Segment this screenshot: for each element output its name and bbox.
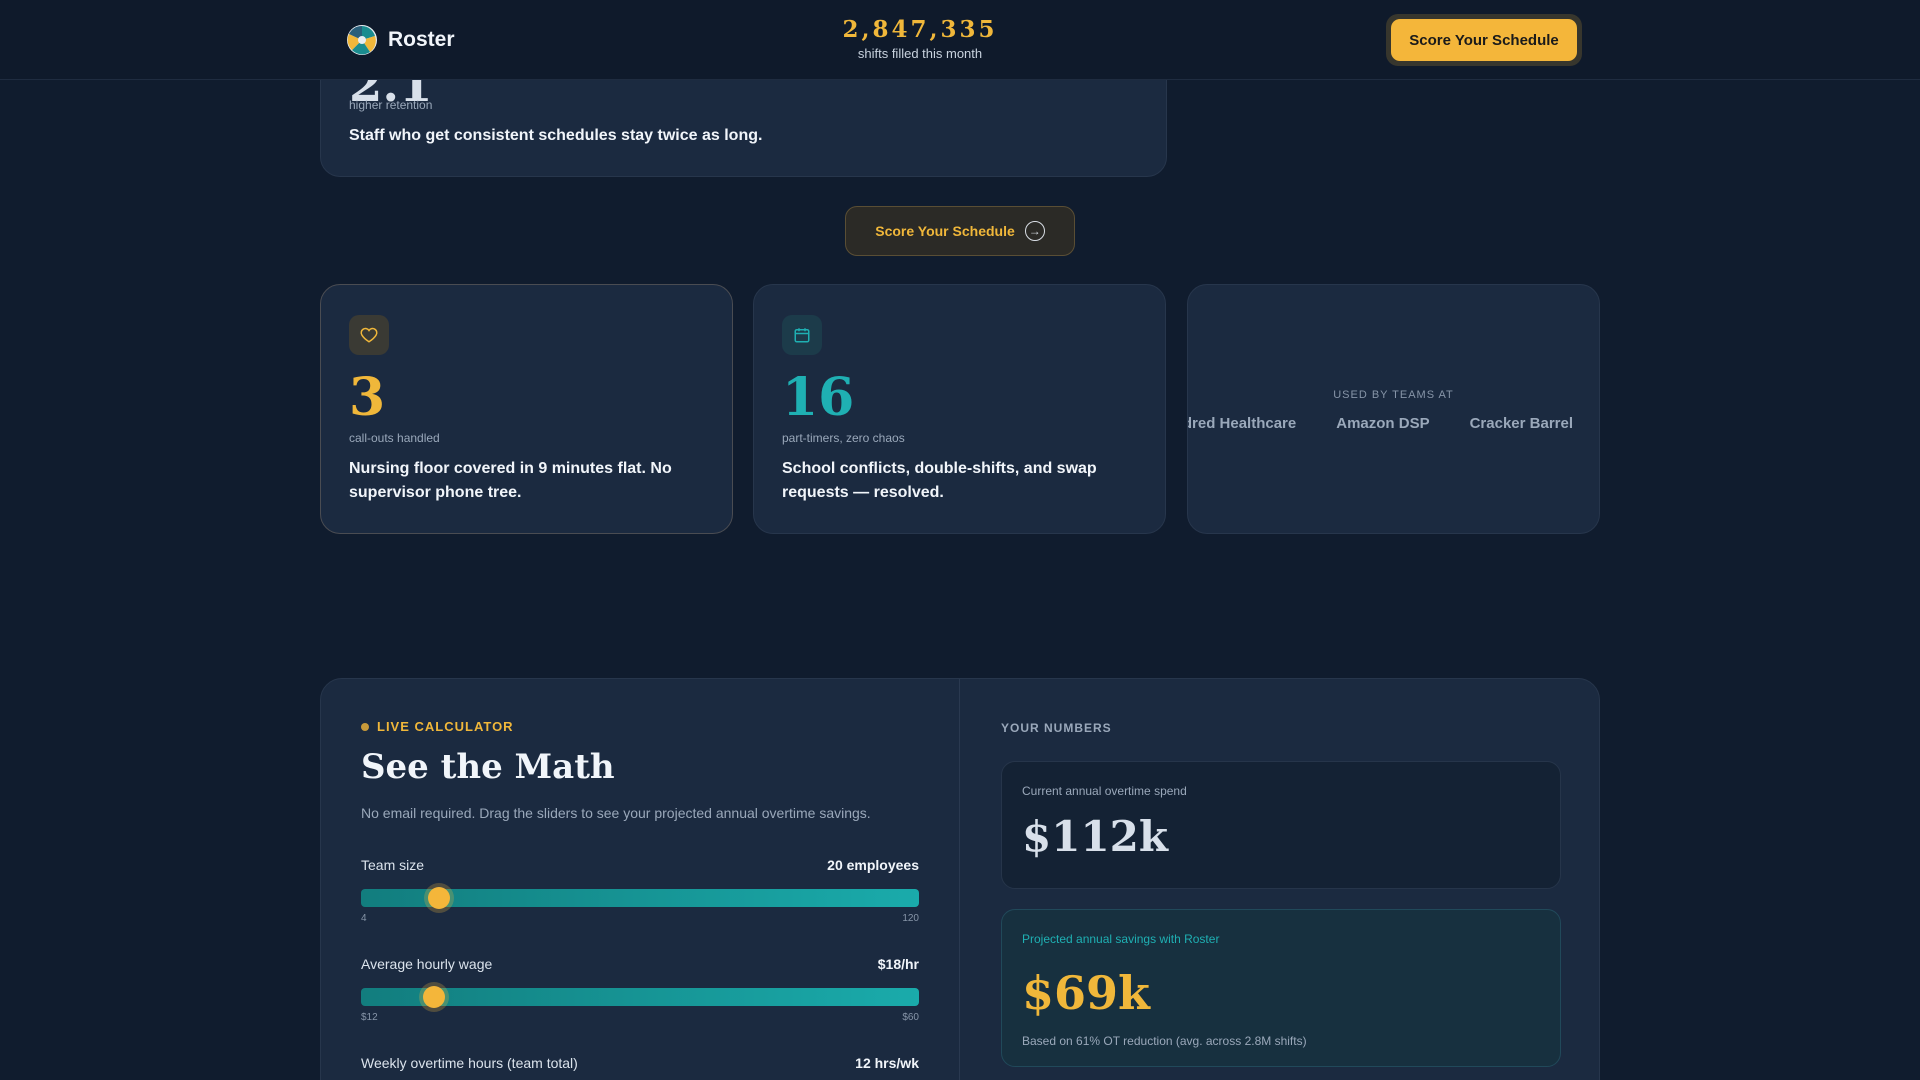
slider-value: 12 hrs/wk [855,1055,919,1071]
calculator-description: No email required. Drag the sliders to s… [361,805,871,821]
stat-value: 16 [782,367,855,428]
score-schedule-button[interactable]: Score Your Schedule [1391,19,1577,61]
your-numbers-heading: YOUR NUMBERS [1001,721,1112,735]
retention-text: Staff who get consistent schedules stay … [349,127,763,144]
used-by-card: USED BY TEAMS AT Kindred Healthcare Amaz… [1187,284,1600,534]
brand-name: Roster [388,28,455,51]
stat-card-part-timers: 16 part-timers, zero chaos School confli… [753,284,1166,534]
calculator-title: See the Math [361,747,615,787]
arrow-right-circle-icon: → [1024,221,1045,241]
slider-min: $12 [361,1012,378,1023]
slider-min: 4 [361,913,367,924]
slider-label: Average hourly wage [361,956,493,972]
calendar-icon [782,315,822,355]
stat-text: School conflicts, double-shifts, and swa… [782,460,1097,501]
brand[interactable]: Roster [346,24,455,56]
slider-track[interactable] [361,986,919,1008]
customer-logo: Cracker Barrel [1469,415,1573,432]
projected-savings-box: Projected annual savings with Roster $69… [1001,909,1561,1067]
counter-value: 2,847,335 [842,16,998,43]
savings-value: $69k [1022,966,1150,1020]
customer-logo: Kindred Healthcare [1188,415,1297,432]
hourly-wage-slider: Average hourly wage $18/hr $12 $60 [361,956,919,1023]
used-by-heading: USED BY TEAMS AT [1333,389,1454,401]
slider-label: Weekly overtime hours (team total) [361,1055,578,1071]
calculator-divider [959,679,960,1080]
slider-value: $18/hr [877,956,919,972]
slider-thumb[interactable] [422,986,445,1008]
secondary-cta-label: Score Your Schedule [875,223,1015,239]
customer-logos: Kindred Healthcare Amazon DSP Cracker Ba… [1188,415,1599,432]
roster-logo-icon [347,25,377,55]
counter-label: shifts filled this month [857,46,983,61]
stat-label: call-outs handled [349,431,440,445]
heart-icon [349,315,389,355]
stat-label: part-timers, zero chaos [782,431,905,445]
score-schedule-secondary-button[interactable]: Score Your Schedule → [845,206,1075,256]
savings-note: Based on 61% OT reduction (avg. across 2… [1022,1034,1307,1048]
team-size-slider: Team size 20 employees 4 120 [361,857,919,924]
shifts-counter: 2,847,335 shifts filled this month [820,16,1020,61]
savings-label: Projected annual savings with Roster [1022,932,1220,946]
retention-label: higher retention [349,98,433,112]
live-calculator-tag: LIVE CALCULATOR [361,719,514,734]
slider-track[interactable] [361,887,919,909]
slider-thumb[interactable] [428,887,451,909]
spend-label: Current annual overtime spend [1022,784,1187,798]
top-nav: Roster 2,847,335 shifts filled this mont… [0,0,1920,80]
live-dot-icon [361,722,369,731]
savings-calculator: LIVE CALCULATOR See the Math No email re… [320,678,1600,1080]
slider-max: $60 [902,1012,919,1023]
stat-card-callouts: 3 call-outs handled Nursing floor covere… [320,284,733,534]
customer-logo: Amazon DSP [1336,415,1430,432]
stat-value: 3 [349,367,386,428]
overtime-hours-slider: Weekly overtime hours (team total) 12 hr… [361,1055,919,1071]
slider-value: 20 employees [827,857,919,873]
spend-value: $112k [1022,812,1168,861]
slider-max: 120 [902,913,919,924]
overtime-spend-box: Current annual overtime spend $112k [1001,761,1561,889]
live-tag-label: LIVE CALCULATOR [377,719,514,734]
nav-cta-wrapper: Score Your Schedule [1386,14,1582,66]
slider-label: Team size [361,857,425,873]
stat-text: Nursing floor covered in 9 minutes flat.… [349,460,672,501]
